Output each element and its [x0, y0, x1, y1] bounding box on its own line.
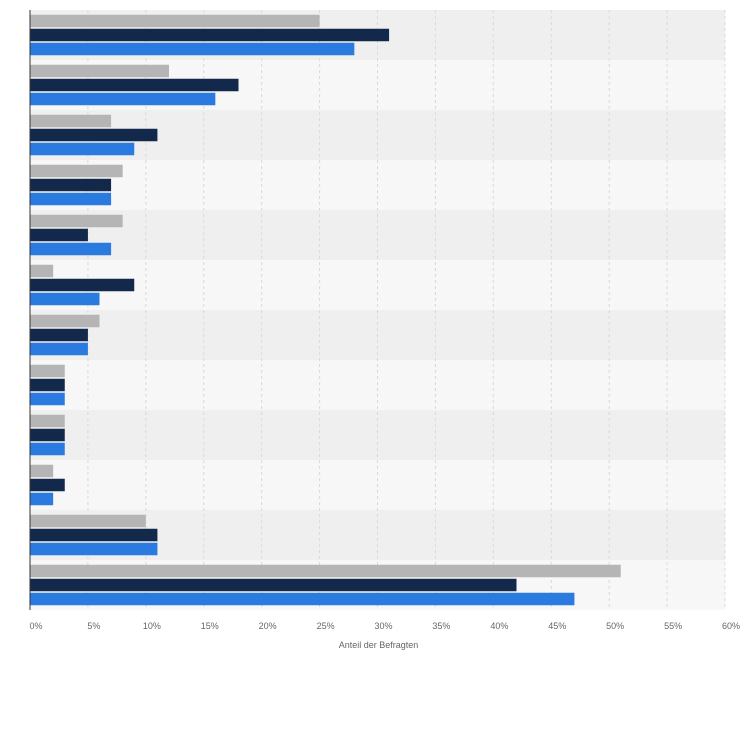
bar-series-3-row-8[interactable]: [30, 392, 65, 406]
x-tick-label: 5%: [87, 621, 100, 631]
bar-series-3-row-2[interactable]: [30, 92, 216, 106]
bar-series-2-row-3[interactable]: [30, 128, 158, 142]
bar-series-3-row-7[interactable]: [30, 342, 88, 356]
x-tick-label: 45%: [548, 621, 566, 631]
bar-series-2-row-1[interactable]: [30, 28, 390, 42]
bar-series-2-row-4[interactable]: [30, 178, 112, 192]
x-tick-label: 25%: [317, 621, 335, 631]
x-tick-label: 35%: [432, 621, 450, 631]
bar-series-3-row-11[interactable]: [30, 542, 158, 556]
bar-series-3-row-6[interactable]: [30, 292, 100, 306]
bar-series-1-row-9[interactable]: [30, 414, 65, 428]
bar-series-1-row-4[interactable]: [30, 164, 123, 178]
bar-series-3-row-12[interactable]: [30, 592, 575, 606]
bar-series-2-row-12[interactable]: [30, 578, 517, 592]
bar-series-3-row-1[interactable]: [30, 42, 355, 56]
bar-series-2-row-10[interactable]: [30, 478, 65, 492]
bar-series-1-row-7[interactable]: [30, 314, 100, 328]
bar-series-2-row-5[interactable]: [30, 228, 88, 242]
bar-series-3-row-10[interactable]: [30, 492, 54, 506]
bar-series-3-row-9[interactable]: [30, 442, 65, 456]
bar-series-2-row-8[interactable]: [30, 378, 65, 392]
bar-series-1-row-12[interactable]: [30, 564, 621, 578]
row-band: [30, 410, 725, 460]
bar-series-2-row-11[interactable]: [30, 528, 158, 542]
bar-series-1-row-6[interactable]: [30, 264, 54, 278]
bar-series-1-row-2[interactable]: [30, 64, 169, 78]
x-tick-label: 15%: [201, 621, 219, 631]
bar-series-3-row-5[interactable]: [30, 242, 112, 256]
bar-series-3-row-3[interactable]: [30, 142, 135, 156]
x-axis-title: Anteil der Befragten: [339, 640, 419, 650]
x-tick-label: 50%: [606, 621, 624, 631]
bar-series-1-row-5[interactable]: [30, 214, 123, 228]
bar-series-1-row-3[interactable]: [30, 114, 112, 128]
bar-series-3-row-4[interactable]: [30, 192, 112, 206]
x-tick-label: 55%: [664, 621, 682, 631]
bar-series-1-row-1[interactable]: [30, 14, 320, 28]
x-tick-label: 40%: [490, 621, 508, 631]
bar-series-1-row-10[interactable]: [30, 464, 54, 478]
bars: [30, 14, 621, 606]
x-tick-label: 60%: [722, 621, 740, 631]
x-tick-labels: 0% 5% 10% 15% 20% 25% 30% 35% 40% 45% 50% 55% 60%: [29, 621, 740, 631]
x-tick-label: 10%: [143, 621, 161, 631]
gridlines: [87, 10, 726, 610]
x-tick-label: 0%: [29, 621, 42, 631]
x-tick-label: 30%: [374, 621, 392, 631]
x-tick-label: 20%: [259, 621, 277, 631]
bar-series-2-row-9[interactable]: [30, 428, 65, 442]
bar-series-1-row-8[interactable]: [30, 364, 65, 378]
bar-series-2-row-2[interactable]: [30, 78, 239, 92]
bar-series-2-row-6[interactable]: [30, 278, 135, 292]
bar-series-1-row-11[interactable]: [30, 514, 146, 528]
bar-series-2-row-7[interactable]: [30, 328, 88, 342]
